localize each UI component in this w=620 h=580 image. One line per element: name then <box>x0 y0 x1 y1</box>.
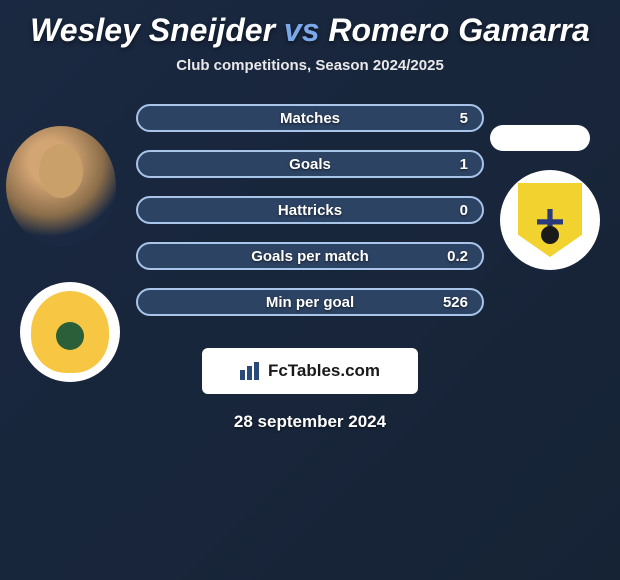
stat-label: Goals <box>289 156 331 173</box>
club-badge-icon <box>31 291 109 373</box>
stat-value: 5 <box>460 110 468 127</box>
watermark-text: FcTables.com <box>268 361 380 381</box>
club-badge-icon <box>518 183 582 257</box>
bar-chart-icon <box>240 362 262 380</box>
stat-value: 0.2 <box>447 248 468 265</box>
watermark-badge: FcTables.com <box>202 348 418 394</box>
player1-name: Wesley Sneijder <box>30 12 275 48</box>
stat-label: Matches <box>280 110 340 127</box>
stat-label: Goals per match <box>251 248 369 265</box>
stat-label: Hattricks <box>278 202 342 219</box>
subtitle: Club competitions, Season 2024/2025 <box>0 57 620 74</box>
title-separator: vs <box>284 12 320 48</box>
stat-row-hattricks: Hattricks 0 <box>136 196 484 224</box>
stat-row-matches: Matches 5 <box>136 104 484 132</box>
stat-row-min-per-goal: Min per goal 526 <box>136 288 484 316</box>
stat-value: 0 <box>460 202 468 219</box>
stat-label: Min per goal <box>266 294 354 311</box>
player1-club-badge <box>20 282 120 382</box>
date-text: 28 september 2024 <box>0 412 620 432</box>
player2-photo <box>490 125 590 151</box>
player2-club-badge <box>500 170 600 270</box>
player1-photo <box>6 126 116 246</box>
stat-row-goals: Goals 1 <box>136 150 484 178</box>
stat-value: 526 <box>443 294 468 311</box>
stat-row-goals-per-match: Goals per match 0.2 <box>136 242 484 270</box>
page-title: Wesley Sneijder vs Romero Gamarra <box>0 0 620 49</box>
stat-value: 1 <box>460 156 468 173</box>
player2-name: Romero Gamarra <box>328 12 589 48</box>
